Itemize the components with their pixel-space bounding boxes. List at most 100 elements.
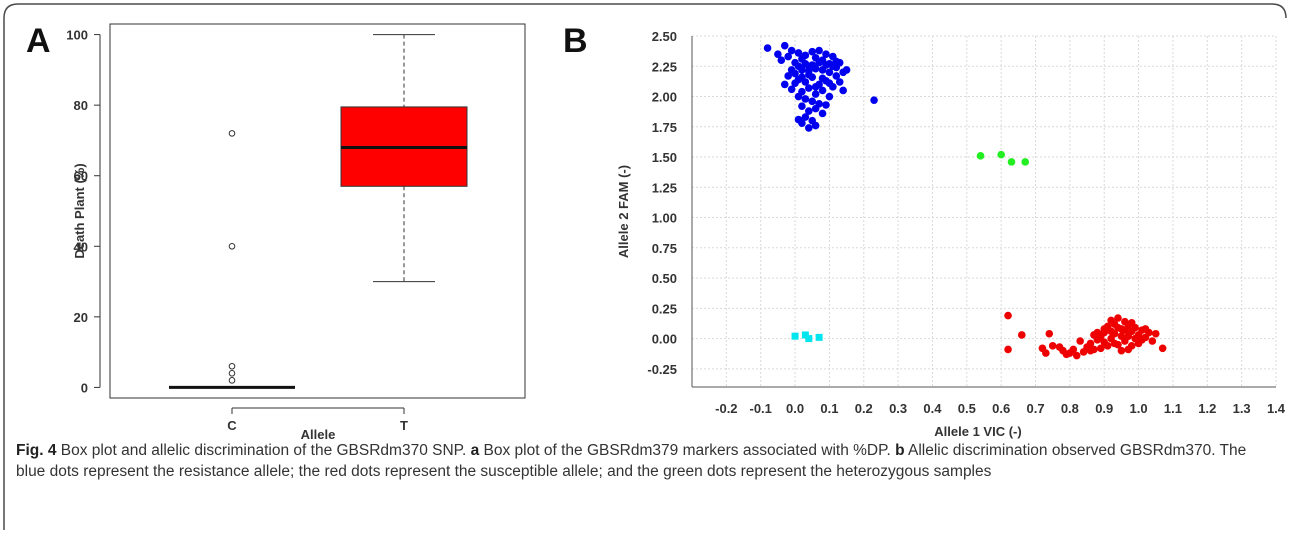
x-tick-label: 1.4 [1267,401,1286,416]
resistance-point [818,66,827,74]
resistance-point [801,60,810,68]
susceptible-point [1100,325,1109,333]
resistance-point [798,73,806,81]
y-tick-label: 100 [66,28,88,43]
y-tick-label: 0 [81,380,88,395]
y-tick-label: 1.50 [652,150,677,165]
y-tick-label: 1.25 [652,180,677,195]
y-tick-label: 0.50 [652,271,677,286]
susceptible-point [1124,332,1133,340]
y-tick-label: 1.00 [652,211,677,226]
resistance-point [791,79,799,88]
panel-a-label: A [26,22,51,60]
panel-b-label: B [563,22,588,60]
susceptible-point [1138,335,1146,344]
resistance-point [794,62,803,71]
susceptible-point [1127,319,1136,327]
x-tick-label: 0.0 [786,401,804,416]
resistance-point [777,56,786,65]
x-tick-label: 0.1 [820,401,838,416]
outlier-point [228,370,236,377]
caption-segment: Box plot and allelic discrimination of t… [56,442,471,459]
figure-caption: Fig. 4 Box plot and allelic discriminati… [16,440,1271,482]
x-tick-label: 0.3 [889,401,907,416]
y-tick-label: 2.00 [652,90,677,105]
susceptible-point [1121,326,1129,334]
caption-text: Box plot and allelic discrimination of t… [16,442,1246,480]
x-tick-label: 1.2 [1198,401,1216,416]
susceptible-point [1117,346,1126,355]
x-tick-label: 1.0 [1130,401,1148,416]
allelic-discrimination-plot: -0.25 0.00 0.25 0.50 0.75 1.00 1.25 1.50 1.75 2.0… [616,29,1286,439]
susceptible-point [1045,329,1054,338]
resistance-point [825,92,834,101]
x-axis-label: Allele 1 VIC (-) [934,424,1021,439]
susceptible-point [1158,344,1167,353]
outlier-point [228,130,236,137]
susceptible-point [1042,349,1050,357]
x-axis-label: Allele [301,427,336,442]
susceptible-point [1069,345,1078,354]
resistance-point [825,68,834,77]
x-tick-label: C [227,418,237,433]
heterozygous-point [976,152,985,160]
susceptible-point [1086,346,1095,355]
susceptible-point [1086,339,1095,348]
y-axis-label: Death Plant (%) [72,163,87,258]
resistance-point [784,52,792,61]
no_call-point [791,332,799,340]
resistance-point [780,80,789,89]
resistance-point [798,102,806,110]
resistance-point [801,113,810,121]
caption-segment: Box plot of the GBSRdm379 markers associ… [479,442,896,459]
susceptible-point [1048,342,1057,350]
y-tick-label: 0.00 [652,332,677,347]
resistance-point [811,104,820,113]
resistance-point [763,44,772,52]
resistance-point [805,67,813,75]
resistance-point [815,58,823,67]
y-tick-label: 0.25 [652,301,677,316]
susceptible-point [1148,337,1157,345]
x-tick-label: -0.2 [715,401,737,416]
resistance-point [811,121,820,130]
susceptible-point [1004,311,1012,320]
no_call-point [815,333,823,341]
x-tick-label: 0.2 [855,401,873,416]
susceptible-point [1124,345,1133,354]
y-axis-label: Allele 2 FAM (-) [616,165,631,258]
resistance-point [808,61,817,69]
susceptible-point [1110,339,1119,348]
susceptible-point [1093,328,1102,337]
resistance-point [805,84,813,92]
susceptible-point [1131,334,1139,343]
resistance-point [870,96,878,104]
resistance-point [808,97,817,106]
y-tick-label: 60 [74,169,88,184]
plot-frame [109,23,526,399]
no_call-point [801,331,809,339]
y-tick-label: 2.50 [652,29,677,44]
y-tick-label: 40 [74,239,88,254]
resistance-point [780,41,789,50]
x-tick-label: 0.6 [992,401,1010,416]
susceptible-point [1141,325,1150,333]
susceptible-point [1103,342,1112,350]
resistance-point [818,109,827,118]
y-tick-label: 80 [74,98,88,113]
resistance-point [822,101,830,109]
resistance-point [835,78,844,86]
outlier-point [228,242,236,250]
susceptible-point [1097,344,1105,353]
susceptible-point [1114,323,1122,332]
resistance-point [787,66,796,74]
resistance-point [825,79,834,88]
y-tick-label: 2.25 [652,59,677,74]
caption-segment: Allelic discrimination observed GBSRdm37… [16,442,1247,480]
x-tick-label: 1.1 [1164,401,1182,416]
resistance-point [815,46,823,55]
susceptible-point [1072,351,1081,360]
resistance-point [774,50,782,58]
resistance-point [832,72,841,80]
